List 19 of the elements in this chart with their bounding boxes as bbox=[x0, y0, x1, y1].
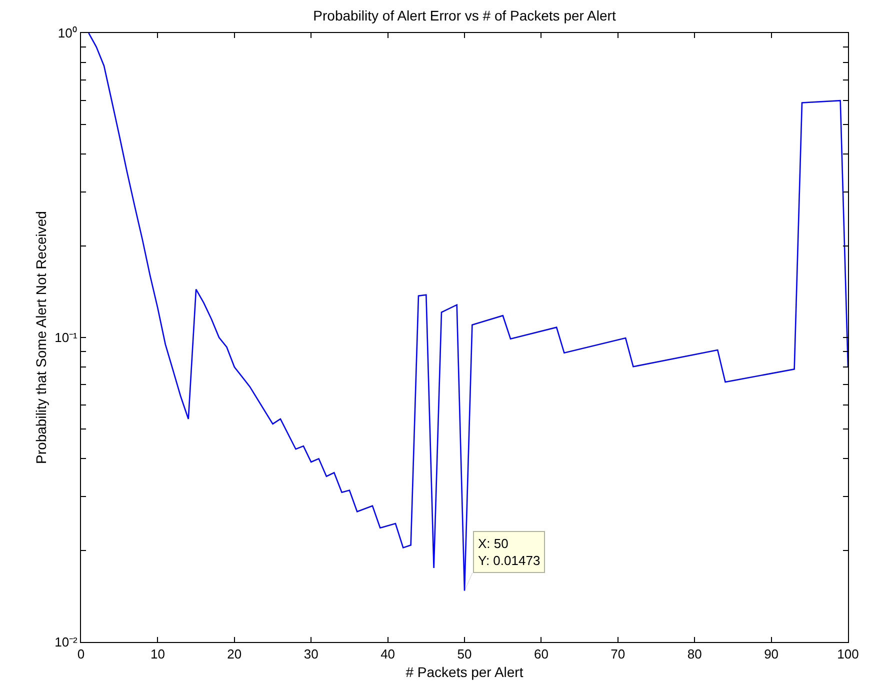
y-tick-label: 10⁻¹ bbox=[54, 330, 78, 346]
x-tick-label: 90 bbox=[764, 646, 779, 662]
x-tick-label: 0 bbox=[77, 646, 85, 662]
annotation: X: 50 Y: 0.01473 bbox=[478, 536, 540, 568]
x-tick-label: 70 bbox=[610, 646, 626, 662]
x-tick-label: 80 bbox=[687, 646, 702, 662]
y-tick-label: 10⁻² bbox=[54, 634, 78, 650]
x-tick-label: 10 bbox=[150, 646, 165, 662]
chart-title: Probability of Alert Error vs # of Packets per Alert bbox=[313, 7, 616, 24]
x-tick-label: 40 bbox=[380, 646, 396, 662]
x-tick-label: 100 bbox=[837, 646, 859, 662]
y-tick-label: 10⁰ bbox=[58, 26, 78, 41]
y-axis-title: Probability that Some Alert Not Received bbox=[33, 211, 50, 464]
x-tick-label: 50 bbox=[457, 646, 472, 662]
x-tick-label: 60 bbox=[534, 646, 548, 662]
x-tick-label: 20 bbox=[227, 646, 242, 662]
x-axis-title: # Packets per Alert bbox=[406, 664, 524, 680]
x-tick-label: 30 bbox=[304, 646, 318, 662]
line-series bbox=[88, 33, 848, 592]
